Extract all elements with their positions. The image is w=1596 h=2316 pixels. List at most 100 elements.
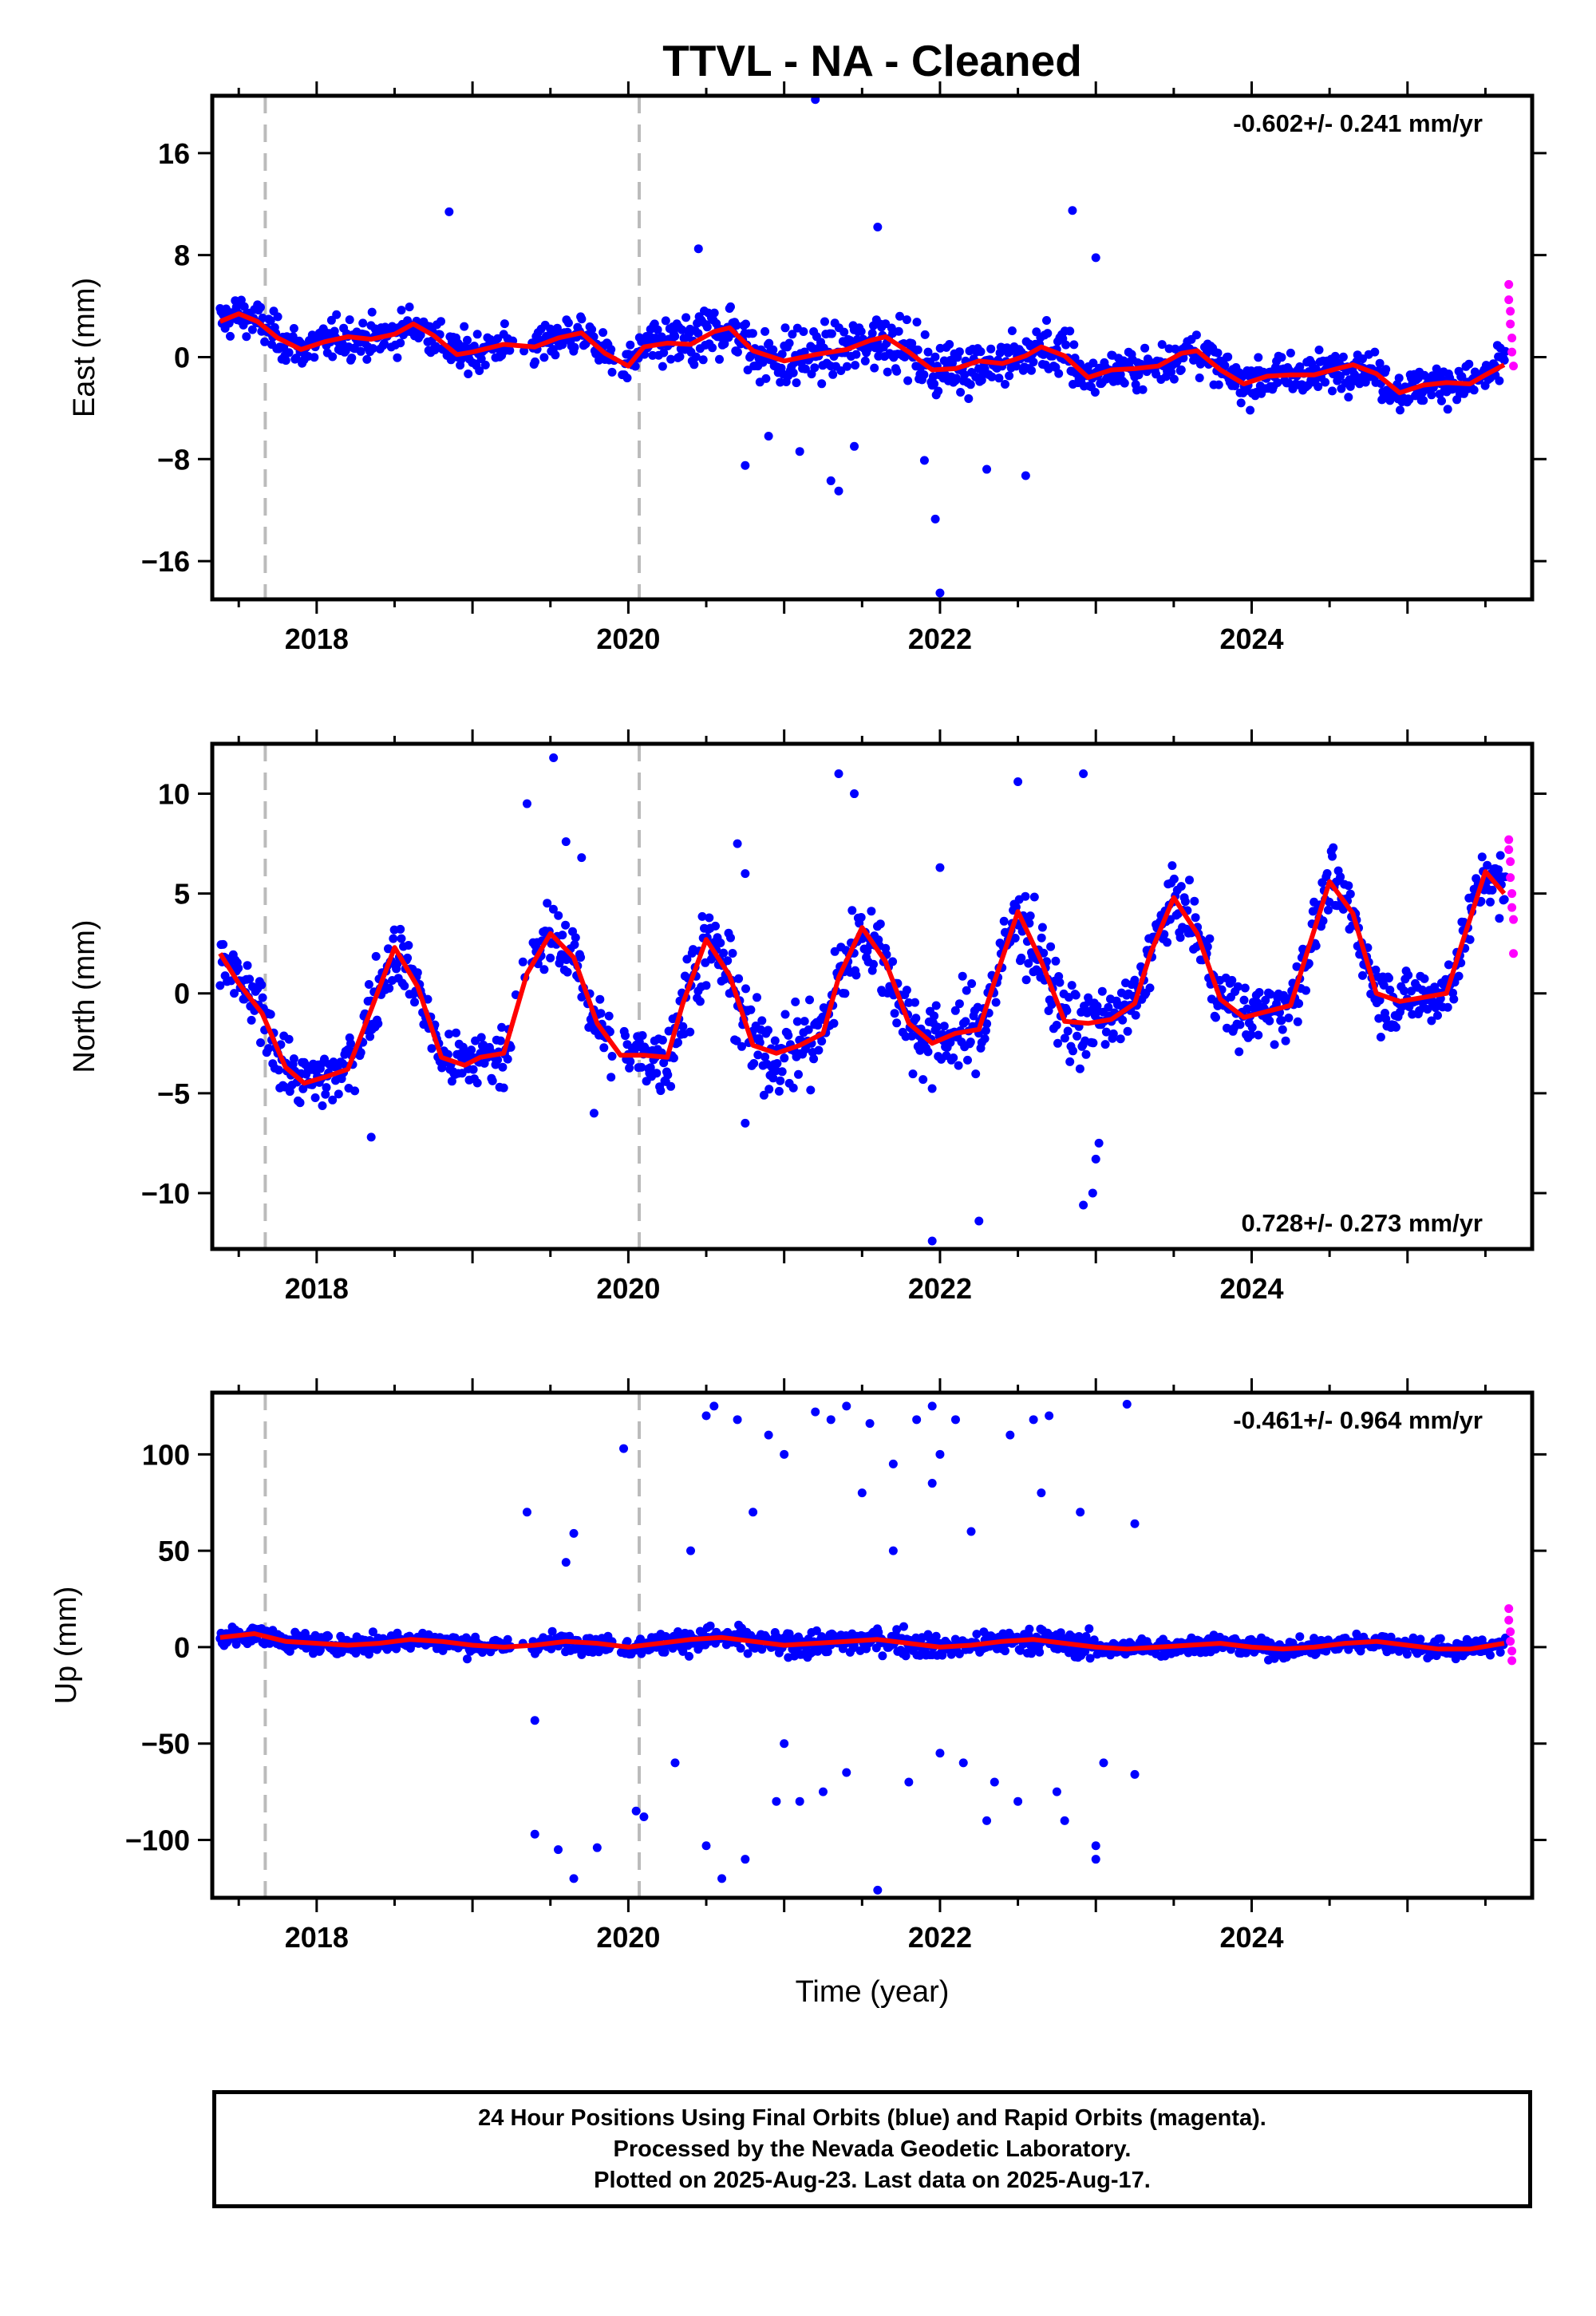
final-point <box>776 1076 785 1085</box>
y-tick-label: −100 <box>125 1824 190 1857</box>
final-point <box>697 911 707 921</box>
final-point <box>733 347 742 357</box>
plot-frame <box>210 1390 1535 1900</box>
final-point <box>658 1035 667 1045</box>
outlier-point <box>1094 1138 1104 1148</box>
final-point <box>1427 390 1436 400</box>
y-axis-label: East (mm) <box>68 278 101 417</box>
final-point <box>777 350 787 359</box>
final-point <box>760 326 770 336</box>
rapid-points <box>1504 279 1519 371</box>
final-point <box>954 999 964 1009</box>
outlier-point <box>619 1444 629 1453</box>
final-point <box>1469 385 1479 395</box>
final-point <box>1246 1030 1256 1039</box>
outlier-point <box>935 863 945 872</box>
final-point <box>939 1022 949 1031</box>
outlier-point <box>589 1109 598 1118</box>
final-point <box>952 373 961 383</box>
final-point <box>400 981 409 990</box>
final-point <box>758 358 768 367</box>
outlier-point <box>795 1796 804 1806</box>
final-point <box>1205 934 1215 943</box>
final-point <box>475 366 484 375</box>
outlier-point <box>834 769 843 779</box>
final-point <box>737 1041 746 1051</box>
outlier-point <box>522 1508 531 1517</box>
final-point <box>1344 393 1353 402</box>
outlier-point <box>1130 1769 1140 1779</box>
y-tick-label: −16 <box>141 545 190 578</box>
outlier-point <box>530 1829 539 1839</box>
final-point <box>503 1054 512 1064</box>
outlier-point <box>982 464 992 474</box>
final-point <box>1037 933 1046 943</box>
final-point <box>875 919 885 929</box>
final-point <box>890 1009 899 1018</box>
final-point <box>310 1093 320 1102</box>
final-point <box>780 1053 789 1063</box>
final-point <box>1054 369 1064 378</box>
final-point <box>1328 852 1337 861</box>
outlier-point <box>639 1812 649 1822</box>
final-point <box>423 994 433 1004</box>
final-point <box>289 324 298 333</box>
final-point <box>678 1646 688 1656</box>
final-point <box>467 1045 476 1055</box>
final-point <box>1391 1022 1400 1032</box>
final-point <box>1065 1057 1075 1066</box>
final-point <box>1254 1030 1263 1040</box>
outlier-point <box>741 1118 750 1128</box>
final-point <box>346 1039 355 1049</box>
x-tick-label: 2020 <box>596 622 660 655</box>
final-point <box>243 961 252 970</box>
final-point <box>1021 891 1030 901</box>
outlier-point <box>366 1132 376 1142</box>
rapid-point <box>1504 279 1514 289</box>
final-point <box>1345 381 1355 391</box>
final-point <box>1437 396 1446 405</box>
final-point <box>954 347 964 357</box>
fit-curve <box>219 1631 1505 1652</box>
final-point <box>1001 380 1009 389</box>
final-point <box>577 314 587 324</box>
final-point <box>659 1058 669 1068</box>
final-point <box>493 1055 503 1065</box>
final-point <box>982 1019 992 1029</box>
outlier-point <box>693 244 703 254</box>
final-point <box>794 1069 803 1079</box>
final-point <box>1097 986 1107 996</box>
rapid-point <box>1506 857 1515 867</box>
final-point <box>571 933 580 943</box>
final-point <box>1266 990 1275 999</box>
final-point <box>587 325 597 334</box>
final-point <box>468 1065 478 1074</box>
final-point <box>464 370 473 378</box>
final-point <box>1214 380 1223 389</box>
final-point <box>768 1073 778 1083</box>
final-point <box>945 340 954 349</box>
outlier-point <box>592 1843 602 1852</box>
final-point <box>646 1063 655 1073</box>
final-point <box>404 941 413 950</box>
final-point <box>892 1018 902 1028</box>
final-point <box>1254 988 1264 997</box>
final-point <box>930 1011 939 1021</box>
final-point <box>403 953 413 962</box>
x-tick-label: 2024 <box>1219 622 1283 655</box>
final-point <box>839 327 849 337</box>
final-point <box>234 963 243 973</box>
final-point <box>792 1017 802 1026</box>
final-point <box>1483 860 1492 870</box>
final-point <box>1499 895 1509 904</box>
final-point <box>1457 372 1467 381</box>
final-point <box>788 368 798 377</box>
final-point <box>1171 344 1180 354</box>
final-point <box>1246 405 1255 415</box>
outlier-point <box>701 1841 711 1851</box>
final-point <box>764 338 774 348</box>
outlier-point <box>717 1874 727 1883</box>
final-point <box>1295 1632 1305 1642</box>
final-point <box>367 307 377 317</box>
final-point <box>1001 1646 1009 1656</box>
